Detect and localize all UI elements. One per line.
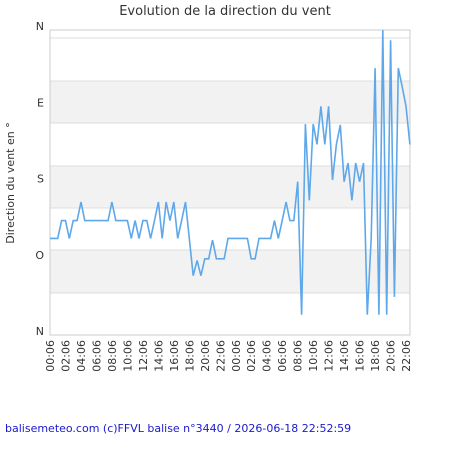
x-tick-label: 18:06 bbox=[369, 340, 382, 372]
y-tick-label: S bbox=[37, 173, 44, 186]
x-tick-label: 06:06 bbox=[90, 340, 103, 372]
x-tick-label: 06:06 bbox=[276, 340, 289, 372]
plot-border bbox=[49, 29, 411, 336]
y-tick-label: O bbox=[35, 249, 44, 262]
x-tick-label: 22:06 bbox=[214, 340, 227, 372]
x-tick-label: 00:06 bbox=[44, 340, 57, 372]
x-tick-label: 14:06 bbox=[152, 340, 165, 372]
x-tick-label: 16:06 bbox=[168, 340, 181, 372]
x-tick-label: 22:06 bbox=[400, 340, 413, 372]
x-tick-label: 10:06 bbox=[121, 340, 134, 372]
x-tick-label: 02:06 bbox=[59, 340, 72, 372]
band bbox=[50, 81, 410, 123]
x-tick-label: 20:06 bbox=[385, 340, 398, 372]
x-tick-label: 08:06 bbox=[292, 340, 305, 372]
x-tick-label: 12:06 bbox=[137, 340, 150, 372]
chart: Evolution de la direction du vent Direct… bbox=[4, 4, 413, 372]
x-tick-label: 04:06 bbox=[261, 340, 274, 372]
x-tick-label: 00:06 bbox=[230, 340, 243, 372]
y-axis-label: Direction du vent en ° bbox=[4, 122, 17, 243]
band bbox=[50, 250, 410, 293]
footer: balisemeteo.com (c)FFVL balise n°3440 / … bbox=[5, 422, 352, 435]
x-tick-label: 02:06 bbox=[245, 340, 258, 372]
x-tick-label: 08:06 bbox=[106, 340, 119, 372]
x-tick-label: 14:06 bbox=[338, 340, 351, 372]
x-tick-label: 04:06 bbox=[75, 340, 88, 372]
chart-title: Evolution de la direction du vent bbox=[119, 4, 331, 19]
x-tick-label: 10:06 bbox=[307, 340, 320, 372]
x-tick-label: 12:06 bbox=[323, 340, 336, 372]
data-line bbox=[50, 29, 411, 315]
x-tick-label: 16:06 bbox=[354, 340, 367, 372]
x-tick-label: 20:06 bbox=[199, 340, 212, 372]
y-tick-label: N bbox=[36, 20, 44, 33]
y-tick-label: N bbox=[36, 325, 44, 338]
band bbox=[50, 166, 410, 208]
x-tick-label: 18:06 bbox=[183, 340, 196, 372]
y-tick-label: E bbox=[37, 96, 44, 109]
